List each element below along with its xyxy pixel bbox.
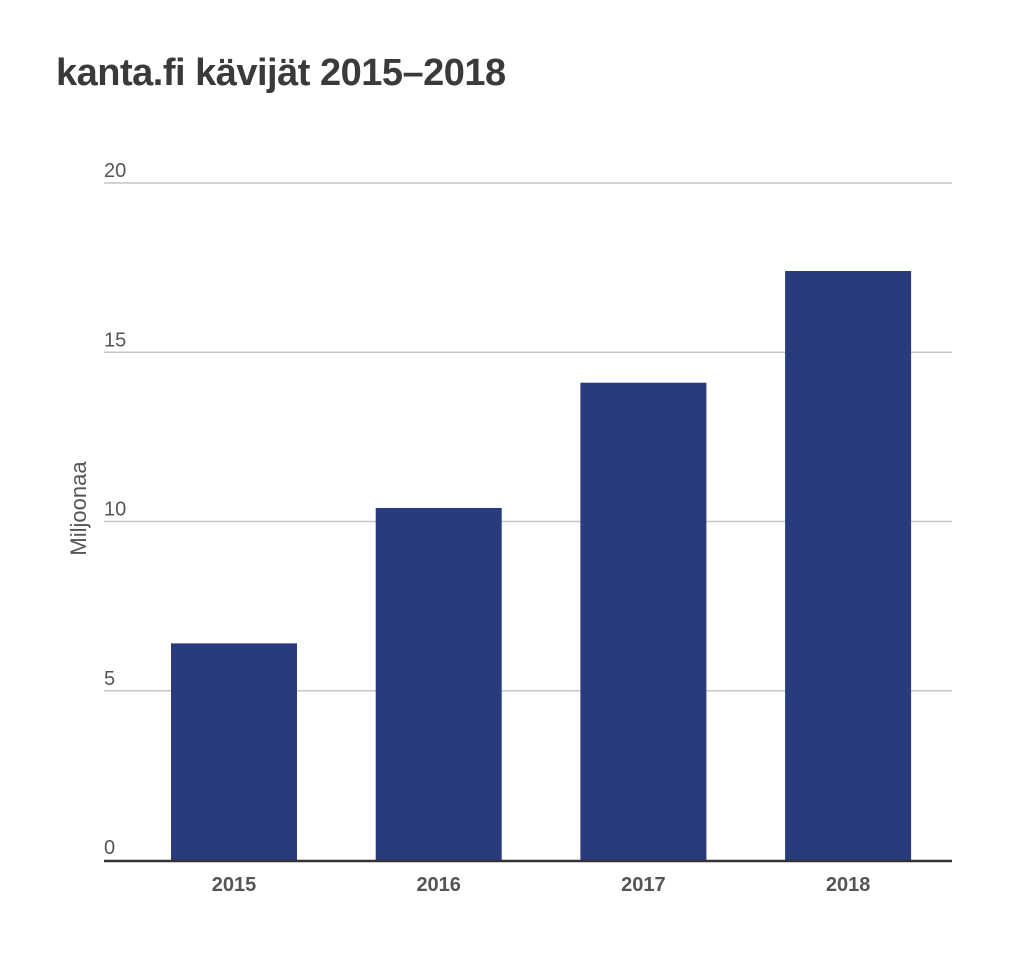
y-tick-label: 0 [104, 837, 115, 859]
y-axis-title: Miljoonaa [66, 461, 91, 556]
bars [171, 271, 912, 860]
x-axis-ticks: 2015 2016 2017 2018 [212, 874, 871, 896]
bar-2015 [171, 643, 297, 860]
x-tick-label: 2018 [826, 874, 871, 896]
y-axis-ticks: 0 5 10 15 20 [104, 160, 126, 859]
bar-2017 [580, 382, 707, 860]
bar-2018 [785, 271, 912, 860]
x-tick-label: 2015 [212, 874, 257, 896]
chart-title: kanta.fi kävijät 2015–2018 [56, 52, 506, 94]
y-tick-label: 20 [104, 160, 126, 182]
y-tick-label: 10 [104, 499, 126, 521]
x-tick-label: 2017 [621, 874, 666, 896]
x-tick-label: 2016 [416, 874, 461, 896]
y-tick-label: 5 [104, 668, 115, 690]
bar-2016 [375, 507, 502, 860]
y-tick-label: 15 [104, 329, 126, 351]
